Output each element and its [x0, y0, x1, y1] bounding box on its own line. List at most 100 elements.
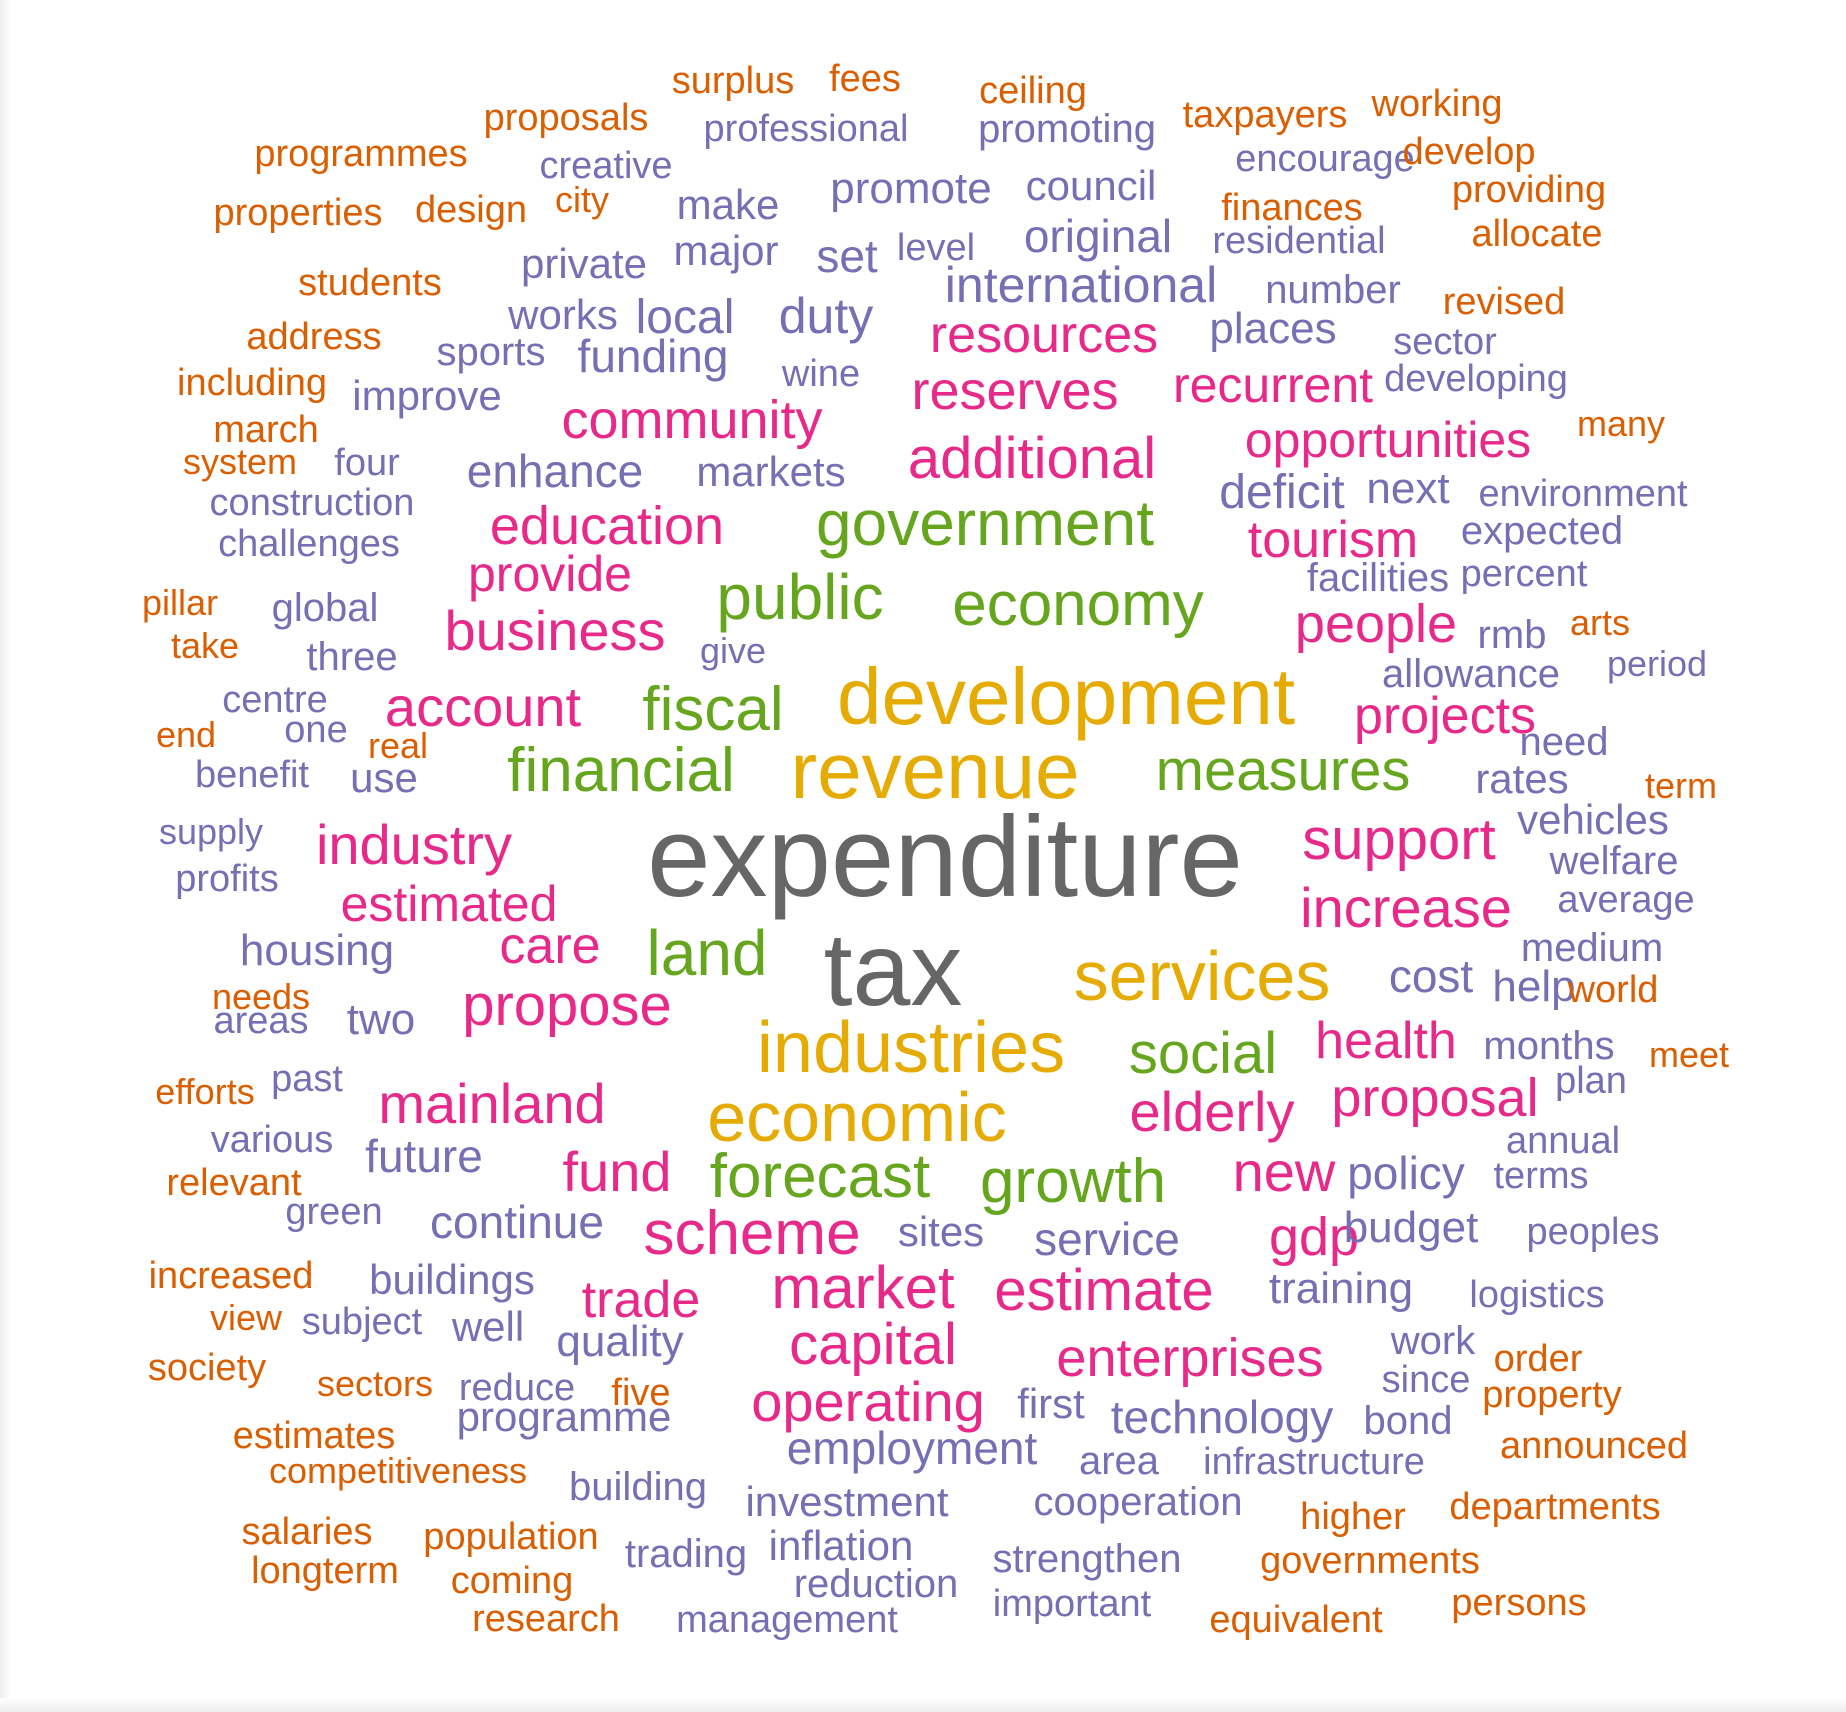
word-reserves: reserves [911, 361, 1119, 421]
word-area: area [1078, 1439, 1160, 1483]
word-reduction: reduction [793, 1562, 959, 1606]
word-health: health [1315, 1012, 1457, 1070]
word-use: use [350, 754, 418, 801]
word-private: private [520, 240, 648, 287]
word-help: help [1492, 962, 1576, 1011]
word-local: local [635, 291, 735, 344]
word-allowance: allowance [1382, 652, 1560, 696]
word-encourage: encourage [1235, 138, 1415, 180]
word-promote: promote [830, 164, 992, 213]
word-coming: coming [450, 1560, 574, 1602]
word-capital: capital [789, 1312, 957, 1377]
word-facilities: facilities [1306, 556, 1450, 600]
word-develop: develop [1402, 131, 1536, 173]
word-trading: trading [624, 1532, 748, 1576]
word-social: social [1128, 1021, 1278, 1086]
word-fund: fund [562, 1140, 672, 1203]
word-view: view [209, 1297, 283, 1338]
word-expenditure: expenditure [647, 794, 1243, 921]
word-average: average [1557, 879, 1695, 921]
word-march: march [213, 409, 319, 451]
word-propose: propose [462, 973, 672, 1038]
word-government: government [816, 487, 1154, 559]
left-edge-shadow [0, 0, 10, 1712]
word-housing: housing [239, 926, 395, 975]
word-annual: annual [1505, 1120, 1621, 1162]
word-past: past [271, 1058, 343, 1100]
word-development: development [836, 652, 1296, 741]
word-management: management [676, 1599, 898, 1641]
word-take: take [170, 625, 240, 666]
word-announced: announced [1499, 1425, 1689, 1467]
word-major: major [673, 227, 779, 274]
word-logistics: logistics [1469, 1274, 1605, 1316]
word-council: council [1025, 162, 1157, 209]
word-account: account [384, 675, 582, 738]
word-investment: investment [745, 1478, 949, 1525]
word-elderly: elderly [1129, 1080, 1295, 1143]
word-professional: professional [703, 108, 909, 150]
word-persons: persons [1451, 1582, 1587, 1624]
word-employment: employment [786, 1422, 1038, 1474]
word-peoples: peoples [1526, 1211, 1660, 1253]
word-construction: construction [209, 482, 415, 524]
word-quality: quality [556, 1317, 684, 1366]
word-five: five [611, 1372, 671, 1414]
word-works: works [508, 291, 618, 338]
word-international: international [944, 257, 1218, 313]
word-new: new [1232, 1140, 1336, 1203]
word-cost: cost [1388, 950, 1474, 1002]
word-estimates: estimates [232, 1415, 396, 1457]
word-programme: programme [456, 1393, 672, 1440]
word-benefit: benefit [194, 754, 310, 796]
word-people: people [1294, 594, 1458, 654]
word-future: future [365, 1130, 483, 1182]
word-projects: projects [1353, 687, 1537, 745]
word-increase: increase [1300, 876, 1512, 939]
word-community: community [561, 390, 823, 450]
word-trade: trade [581, 1271, 701, 1329]
word-areas: areas [213, 1000, 309, 1042]
word-expected: expected [1460, 509, 1624, 553]
word-welfare: welfare [1549, 839, 1679, 883]
word-estimate: estimate [994, 1258, 1214, 1323]
word-centre: centre [222, 679, 328, 721]
word-percent: percent [1460, 553, 1588, 595]
word-population: population [423, 1516, 599, 1558]
word-competitiveness: competitiveness [268, 1450, 528, 1491]
word-continue: continue [430, 1196, 604, 1248]
word-opportunities: opportunities [1244, 412, 1532, 468]
word-ceiling: ceiling [979, 70, 1087, 112]
word-one: one [284, 709, 348, 751]
word-developing: developing [1384, 358, 1568, 400]
word-salaries: salaries [241, 1511, 373, 1553]
word-financial: financial [507, 736, 735, 805]
word-improve: improve [352, 372, 502, 419]
word-research: research [472, 1598, 620, 1640]
word-funding: funding [577, 330, 729, 382]
word-operating: operating [751, 1370, 985, 1433]
word-technology: technology [1110, 1391, 1334, 1443]
word-gdp: gdp [1268, 1207, 1360, 1267]
word-number: number [1265, 268, 1401, 312]
word-rmb: rmb [1477, 613, 1547, 657]
word-bond: bond [1363, 1399, 1453, 1443]
word-places: places [1209, 304, 1337, 353]
word-resources: resources [929, 306, 1159, 364]
word-residential: residential [1212, 220, 1386, 262]
word-three: three [306, 635, 398, 679]
word-including: including [177, 362, 327, 404]
word-industry: industry [315, 813, 513, 876]
word-budget: budget [1343, 1203, 1479, 1252]
word-mainland: mainland [378, 1072, 606, 1135]
word-work: work [1390, 1319, 1476, 1363]
word-sectors: sectors [316, 1363, 434, 1404]
word-care: care [499, 917, 601, 975]
word-students: students [298, 262, 442, 304]
word-business: business [444, 599, 666, 662]
word-enterprises: enterprises [1056, 1328, 1324, 1388]
word-make: make [676, 181, 780, 228]
word-training: training [1268, 1264, 1414, 1313]
word-measures: measures [1155, 738, 1411, 803]
